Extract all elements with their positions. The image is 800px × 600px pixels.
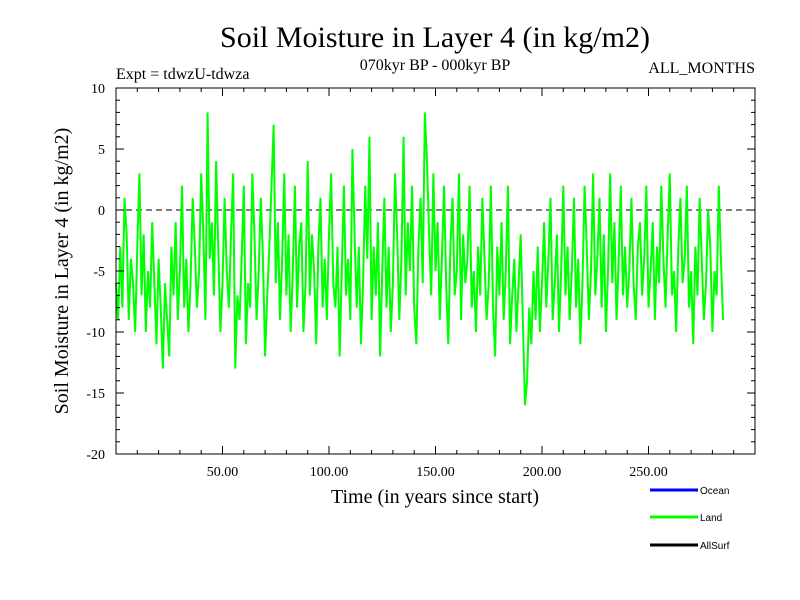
x-tick-label: 50.00 [207, 465, 239, 480]
subtitle-months: ALL_MONTHS [648, 60, 755, 77]
legend: Ocean Land AllSurf [650, 486, 730, 552]
plot-area [115, 112, 755, 406]
chart-title: Soil Moisture in Layer 4 (in kg/m2) [220, 21, 650, 54]
axes: -20 -15 -10 -5 0 5 10 50.00 100.00 150.00 200.00 25… [86, 82, 755, 480]
x-tick-label: 200.00 [523, 465, 562, 480]
series-line-land [115, 112, 725, 406]
subtitle-experiment: Expt = tdwzU-tdwza [116, 66, 249, 83]
x-tick-label: 250.00 [629, 465, 668, 480]
x-tick-label: 150.00 [416, 465, 455, 480]
y-tick-label: -15 [86, 387, 105, 402]
subtitle-period: 070kyr BP - 000kyr BP [360, 57, 511, 74]
y-tick-label: -5 [93, 265, 105, 280]
y-tick-label: -10 [86, 326, 105, 341]
legend-label-allsurf: AllSurf [700, 541, 730, 552]
y-tick-label: 5 [98, 143, 105, 158]
x-axis-label: Time (in years since start) [331, 486, 539, 508]
y-axis-label: Soil Moisture in Layer 4 (in kg/m2) [51, 128, 73, 415]
legend-label-land: Land [700, 513, 722, 524]
y-tick-label: -20 [86, 448, 105, 463]
y-tick-label: 10 [91, 82, 105, 97]
legend-label-ocean: Ocean [700, 486, 729, 497]
x-tick-label: 100.00 [310, 465, 349, 480]
y-tick-label: 0 [98, 204, 105, 219]
